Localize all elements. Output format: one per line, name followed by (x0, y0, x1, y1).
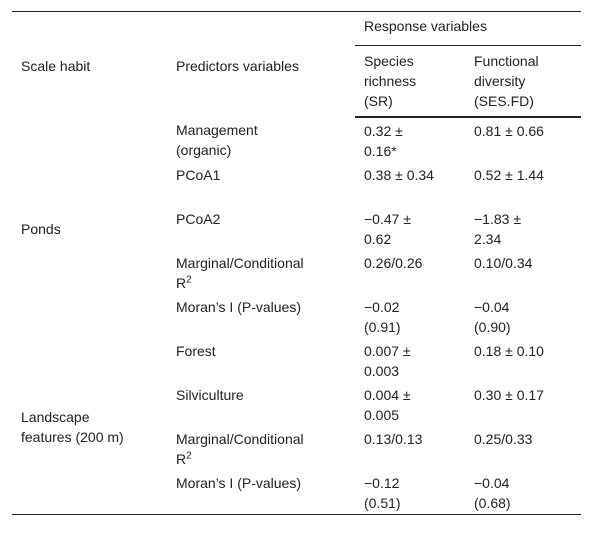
value-cell: 0.13/0.13 (364, 431, 423, 447)
predictor-cell: Silviculture (167, 382, 355, 426)
header-cell: Species richness (SR) (355, 45, 465, 118)
header-cell: Predictors variables (176, 58, 299, 74)
header-cell: Response variables (355, 11, 581, 46)
header-cell: Scale habit (21, 58, 91, 74)
value-cell: 0.26/0.26 (364, 255, 423, 271)
table-row: PCoA2 −0.47 ± 0.62 −1.83 ± 2.34 (12, 206, 581, 250)
scale-cell: Landscape features (200 m) (21, 409, 124, 445)
value-cell: −0.47 ± 0.62 (364, 211, 411, 247)
superscript: 2 (186, 274, 192, 286)
predictor-text: Silviculture (176, 387, 244, 403)
predictor-text: Forest (176, 343, 216, 359)
value-cell: 0.10/0.34 (474, 255, 533, 271)
table-row: Marginal/Conditional R2 0.13/0.13 0.25/0.3… (12, 426, 581, 470)
predictor-cell: Moran’s I (P-values) (167, 294, 355, 338)
value-cell: 0.81 ± 0.66 (474, 123, 544, 139)
predictor-text: Management (organic) (176, 122, 258, 158)
table-row: PCoA1 0.38 ± 0.34 0.52 ± 1.44 (12, 162, 581, 206)
value-cell: 0.18 ± 0.10 (474, 343, 544, 359)
header-cell: Functional diversity (SES.FD) (465, 45, 581, 118)
predictor-cell: PCoA1 (167, 162, 355, 206)
value-cell: −1.83 ± 2.34 (474, 211, 521, 247)
predictor-cell: PCoA2 (167, 206, 355, 250)
value-cell: 0.007 ± 0.003 (364, 343, 411, 379)
table-row: Landscape features (200 m) Forest 0.007 ± … (12, 338, 581, 445)
predictor-cell: Marginal/Conditional R2 (167, 250, 355, 294)
value-cell: −0.02 (0.91) (364, 299, 401, 335)
predictor-text: PCoA2 (176, 211, 221, 227)
value-cell: 0.25/0.33 (474, 431, 533, 447)
table-row: Silviculture 0.004 ± 0.005 0.30 ± 0.17 (12, 382, 581, 426)
predictor-cell: Marginal/Conditional R2 (167, 426, 355, 470)
value-cell: −0.04 (0.90) (474, 299, 511, 335)
scale-cell: Ponds (21, 220, 61, 237)
predictor-cell: Moran’s I (P-values) (167, 470, 355, 515)
predictor-cell: Forest (167, 338, 355, 382)
value-cell: −0.12 (0.51) (364, 475, 401, 511)
predictor-text: Moran’s I (P-values) (176, 475, 302, 491)
header-row: Species richness (SR) Functional diversi… (12, 45, 581, 118)
predictor-cell: Management (organic) (167, 117, 355, 162)
value-cell: 0.52 ± 1.44 (474, 167, 544, 183)
value-cell: 0.32 ± 0.16* (364, 123, 403, 159)
table-row: Moran’s I (P-values) −0.02 (0.91) −0.04 (0… (12, 294, 581, 338)
table-row: Ponds Management (organic) 0.32 ± 0.16* 0.8… (12, 117, 581, 237)
table-row: Marginal/Conditional R2 0.26/0.26 0.10/0.3… (12, 250, 581, 294)
value-cell: 0.004 ± 0.005 (364, 387, 411, 423)
value-cell: −0.04 (0.68) (474, 475, 511, 511)
predictor-text: PCoA1 (176, 167, 221, 183)
value-cell: 0.30 ± 0.17 (474, 387, 544, 403)
predictor-text: Marginal/Conditional R (176, 431, 304, 467)
predictor-text: Moran’s I (P-values) (176, 299, 302, 315)
superscript: 2 (186, 450, 192, 462)
table-row: Moran’s I (P-values) −0.12 (0.51) −0.04 (0… (12, 470, 581, 515)
value-cell: 0.38 ± 0.34 (364, 167, 434, 183)
results-table: Scale habit Predictors variables Respons… (12, 11, 581, 515)
header-row: Scale habit Predictors variables Respons… (12, 11, 581, 74)
predictor-text: Marginal/Conditional R (176, 255, 304, 291)
